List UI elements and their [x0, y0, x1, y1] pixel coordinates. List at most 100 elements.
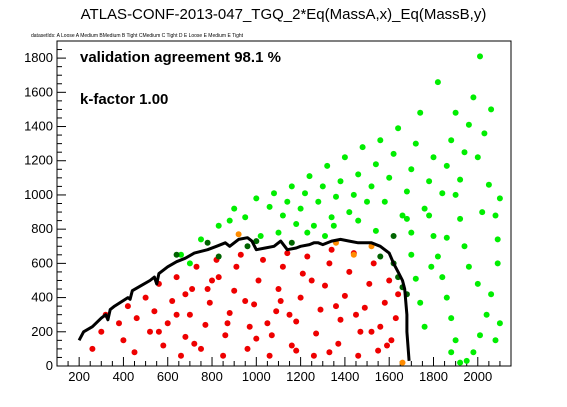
- data-points: [89, 53, 503, 366]
- data-point: [279, 212, 286, 219]
- data-point: [169, 298, 176, 304]
- x-tick-label: 600: [157, 369, 179, 384]
- data-point: [477, 332, 483, 339]
- data-point: [346, 268, 353, 275]
- data-point: [89, 345, 96, 352]
- data-point: [164, 320, 171, 327]
- data-point: [403, 215, 410, 222]
- data-point: [326, 349, 333, 356]
- x-tick-label: 200: [68, 369, 90, 384]
- data-point: [151, 308, 158, 315]
- data-point: [198, 345, 204, 352]
- data-point: [366, 280, 373, 287]
- data-point: [182, 333, 189, 340]
- data-point: [355, 217, 362, 224]
- data-point: [317, 306, 324, 313]
- data-point: [284, 250, 291, 257]
- data-point: [452, 109, 459, 116]
- x-tick-label: 2000: [463, 369, 492, 384]
- data-point: [160, 342, 167, 349]
- data-point: [284, 198, 291, 205]
- y-tick-label: 1800: [24, 50, 53, 65]
- data-point: [220, 352, 227, 359]
- data-point: [264, 320, 271, 327]
- data-point: [488, 106, 495, 113]
- data-point: [403, 188, 410, 195]
- k-factor-annotation: k-factor 1.00: [80, 91, 168, 108]
- data-point: [370, 260, 377, 267]
- data-point: [428, 263, 435, 270]
- x-tick-label: 1000: [242, 369, 271, 384]
- data-point: [297, 294, 304, 301]
- data-point: [299, 270, 306, 277]
- data-point: [337, 178, 344, 185]
- y-tick-label: 1200: [24, 153, 53, 168]
- data-point: [434, 79, 441, 86]
- data-point: [483, 311, 490, 318]
- y-tick-label: 400: [31, 290, 53, 305]
- data-point: [215, 274, 222, 281]
- data-point: [465, 121, 472, 128]
- data-point: [286, 311, 293, 318]
- data-point: [310, 222, 317, 229]
- data-point: [386, 277, 393, 284]
- data-point: [346, 209, 353, 216]
- data-point: [395, 291, 402, 298]
- data-point: [377, 253, 384, 260]
- data-point: [268, 332, 275, 339]
- data-point: [417, 299, 424, 306]
- data-point: [173, 274, 180, 281]
- data-point: [333, 303, 339, 310]
- data-point: [98, 328, 105, 335]
- y-tick-label: 200: [31, 324, 53, 339]
- data-point: [322, 282, 328, 289]
- data-point: [408, 251, 415, 258]
- exclusion-contour: [77, 236, 411, 362]
- data-point: [244, 243, 251, 250]
- x-tick-label: 400: [113, 369, 135, 384]
- data-point: [457, 215, 464, 222]
- y-tick-label: 1400: [24, 119, 53, 134]
- data-point: [399, 212, 406, 219]
- data-point: [492, 337, 499, 344]
- data-point: [277, 298, 284, 304]
- data-point: [377, 323, 384, 330]
- data-point: [375, 347, 382, 354]
- data-point: [191, 340, 198, 347]
- data-point: [319, 183, 326, 190]
- data-point: [178, 251, 184, 258]
- data-point: [479, 209, 486, 216]
- data-point: [288, 239, 295, 246]
- data-point: [186, 260, 193, 267]
- data-point: [182, 291, 189, 298]
- y-tick-label: 600: [31, 255, 53, 270]
- data-point: [233, 263, 240, 270]
- data-point: [310, 352, 317, 359]
- data-point: [470, 94, 477, 101]
- data-point: [131, 349, 138, 356]
- data-point: [288, 342, 295, 349]
- data-point: [430, 233, 437, 239]
- data-point: [222, 332, 229, 339]
- data-point: [226, 310, 233, 316]
- x-tick-label: 800: [201, 369, 223, 384]
- data-point: [178, 352, 184, 359]
- data-point: [408, 229, 415, 236]
- data-point: [253, 238, 260, 245]
- data-point: [481, 130, 488, 137]
- data-point: [439, 274, 446, 281]
- data-point: [399, 359, 406, 366]
- data-point: [341, 292, 348, 299]
- data-point: [350, 191, 357, 198]
- data-point: [408, 166, 415, 173]
- data-point: [368, 328, 375, 335]
- data-point: [255, 277, 262, 284]
- data-point: [324, 162, 331, 169]
- data-point: [202, 321, 209, 328]
- data-point: [293, 221, 300, 227]
- data-point: [279, 263, 286, 270]
- y-tick-label: 1600: [24, 84, 53, 99]
- data-point: [443, 294, 450, 301]
- data-point: [293, 318, 300, 325]
